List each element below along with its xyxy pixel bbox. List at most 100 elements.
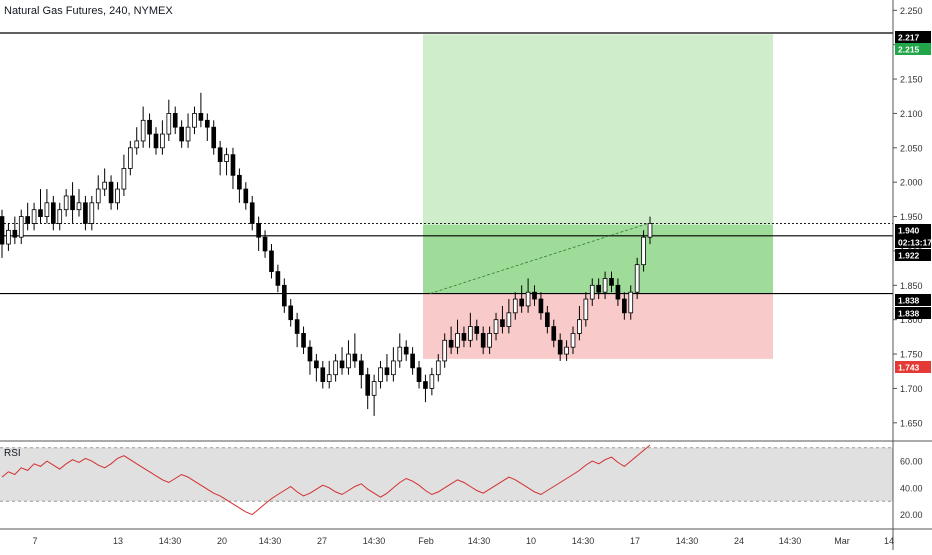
price-tick-label: 1.700 xyxy=(900,384,923,394)
candle xyxy=(532,291,537,300)
candle xyxy=(44,202,50,217)
price-tag xyxy=(895,249,931,261)
time-tick-label: Mar xyxy=(834,536,850,546)
candle xyxy=(307,346,313,362)
candle xyxy=(358,360,364,376)
rsi-panel: 60.00 40.00 20.00 xyxy=(0,444,923,520)
candle xyxy=(429,374,435,389)
candle xyxy=(134,140,140,149)
candle xyxy=(564,346,569,355)
time-tick-label: 14:30 xyxy=(259,536,282,546)
candle xyxy=(480,333,486,348)
candle xyxy=(12,229,18,238)
candle xyxy=(525,291,531,307)
candle xyxy=(602,278,608,293)
candle xyxy=(0,216,5,245)
candle xyxy=(76,202,82,211)
candle xyxy=(487,333,492,348)
rsi-tick-label: 20.00 xyxy=(900,510,923,520)
price-tick-label: 1.750 xyxy=(900,350,923,360)
candle xyxy=(448,339,454,348)
price-tick-label: 2.150 xyxy=(900,75,923,85)
candle xyxy=(192,113,197,128)
rsi-band xyxy=(0,447,893,502)
candle xyxy=(371,381,377,396)
price-tag-label: 02:13:17 xyxy=(898,238,932,248)
candle xyxy=(314,360,319,369)
price-tag xyxy=(895,31,931,43)
price-tick-label: 2.100 xyxy=(900,109,923,119)
candle xyxy=(127,147,133,169)
candle xyxy=(230,154,236,176)
candle xyxy=(160,133,165,149)
candle xyxy=(397,346,403,362)
price-tag xyxy=(895,307,931,319)
time-tick-label: 14 xyxy=(884,536,894,546)
candle xyxy=(95,188,101,204)
price-tag xyxy=(895,236,931,248)
loss-zone xyxy=(423,293,773,359)
candle xyxy=(589,284,595,300)
candle xyxy=(634,264,640,293)
candle xyxy=(121,168,127,190)
price-tag-label: 2.215 xyxy=(898,45,920,55)
candle xyxy=(577,319,582,334)
candle xyxy=(249,202,255,224)
candle xyxy=(557,339,563,355)
horizontal-lines xyxy=(0,32,893,295)
candle xyxy=(294,319,300,334)
time-tick-label: 10 xyxy=(526,536,536,546)
candle xyxy=(57,209,63,224)
candle xyxy=(31,209,37,224)
candle xyxy=(51,202,56,224)
time-tick-label: 14:30 xyxy=(363,536,386,546)
candle xyxy=(596,284,601,293)
candle xyxy=(115,188,120,204)
profit-zone xyxy=(423,224,773,294)
price-tag xyxy=(895,361,931,373)
price-tag-label: 2.217 xyxy=(898,33,920,43)
candle xyxy=(551,326,557,341)
time-tick-label: 14:30 xyxy=(676,536,699,546)
candle xyxy=(147,119,152,135)
profit-zone-upper xyxy=(423,34,773,225)
candle xyxy=(320,367,326,382)
candle xyxy=(391,360,396,376)
price-tick-label: 2.250 xyxy=(900,6,923,16)
price-tick-label: 1.950 xyxy=(900,212,923,222)
price-tag xyxy=(895,294,931,306)
candle xyxy=(281,284,287,307)
candle xyxy=(140,119,146,142)
candle xyxy=(102,181,107,190)
time-tick-label: 7 xyxy=(32,536,37,546)
candle xyxy=(500,319,505,327)
time-tick-label: Feb xyxy=(418,536,434,546)
candle xyxy=(519,298,525,307)
candle xyxy=(641,236,646,266)
candle xyxy=(185,126,191,142)
candle xyxy=(455,333,460,348)
price-tick-label: 1.650 xyxy=(900,418,923,428)
time-tick-label: 14:30 xyxy=(468,536,491,546)
candle xyxy=(204,119,210,128)
price-tag-label: 1.838 xyxy=(898,309,920,319)
candle xyxy=(198,113,204,121)
candle xyxy=(384,367,390,376)
candle xyxy=(583,298,589,321)
candle xyxy=(153,133,159,149)
candle xyxy=(179,126,184,142)
candle xyxy=(326,374,332,382)
candle xyxy=(288,305,294,321)
time-tick-label: 14:30 xyxy=(779,536,802,546)
candle xyxy=(275,271,281,286)
candle xyxy=(538,298,544,314)
candle xyxy=(63,195,69,211)
candle xyxy=(403,346,409,355)
candle xyxy=(18,216,24,238)
candle xyxy=(628,291,634,314)
candle xyxy=(217,147,223,162)
candle xyxy=(423,381,428,389)
candle xyxy=(89,202,95,224)
